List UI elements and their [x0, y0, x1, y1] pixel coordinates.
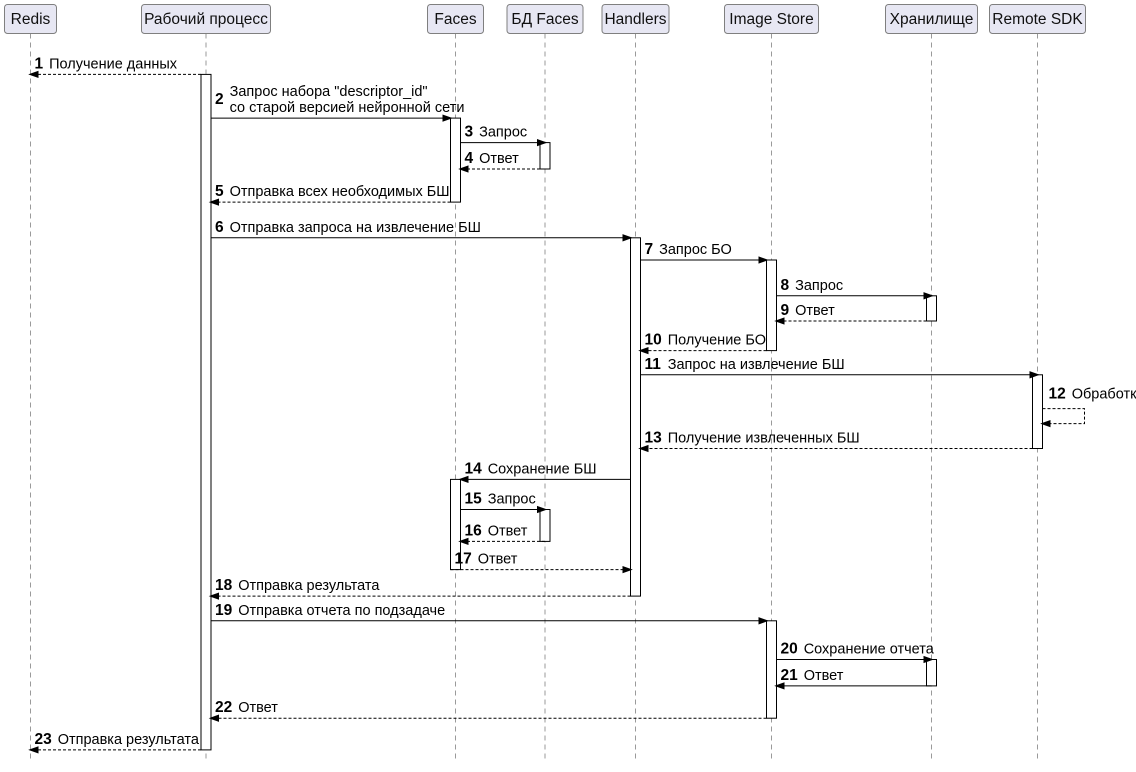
svg-text:Ответ: Ответ	[488, 523, 528, 539]
svg-text:10: 10	[645, 332, 662, 349]
svg-text:Redis: Redis	[11, 11, 51, 28]
svg-text:Ответ: Ответ	[804, 668, 844, 684]
svg-text:8: 8	[781, 277, 790, 294]
svg-text:12: 12	[1049, 386, 1066, 403]
svg-text:Запрос набора "descriptor_id": Запрос набора "descriptor_id"	[230, 84, 428, 100]
svg-text:7: 7	[645, 241, 654, 258]
svg-text:Запрос на извлечение БШ: Запрос на извлечение БШ	[668, 357, 845, 373]
svg-text:Ответ: Ответ	[479, 151, 519, 167]
svg-text:Сохранение отчета: Сохранение отчета	[804, 642, 935, 658]
svg-text:6: 6	[215, 219, 224, 236]
svg-text:20: 20	[781, 641, 798, 658]
svg-text:15: 15	[465, 491, 483, 508]
svg-text:19: 19	[215, 602, 233, 619]
svg-text:Image Store: Image Store	[729, 11, 813, 28]
svg-text:Хранилище: Хранилище	[890, 11, 974, 28]
svg-text:Ответ: Ответ	[478, 552, 518, 568]
svg-text:Обработка: Обработка	[1072, 387, 1136, 403]
svg-text:Remote SDK: Remote SDK	[992, 11, 1083, 28]
svg-text:Получение БО: Получение БО	[668, 333, 766, 349]
svg-text:1: 1	[35, 55, 44, 72]
svg-text:17: 17	[455, 551, 472, 568]
svg-text:Ответ: Ответ	[795, 303, 835, 319]
svg-text:Ответ: Ответ	[238, 700, 278, 716]
svg-text:2: 2	[215, 91, 224, 108]
svg-text:9: 9	[781, 302, 790, 319]
svg-text:со старой версией нейронной се: со старой версией нейронной сети	[230, 100, 465, 116]
svg-text:Получение данных: Получение данных	[49, 56, 178, 72]
svg-text:13: 13	[645, 430, 663, 447]
svg-text:Запрос: Запрос	[488, 492, 536, 508]
svg-text:14: 14	[465, 460, 483, 477]
svg-text:Faces: Faces	[434, 11, 476, 28]
svg-text:Отправка отчета по подзадаче: Отправка отчета по подзадаче	[238, 603, 445, 619]
svg-text:18: 18	[215, 577, 233, 594]
svg-text:21: 21	[781, 667, 799, 684]
svg-text:5: 5	[215, 183, 224, 200]
svg-text:БД Faces: БД Faces	[511, 11, 578, 28]
svg-text:Рабочий процесс: Рабочий процесс	[144, 11, 268, 28]
svg-text:3: 3	[465, 124, 474, 141]
svg-text:Запрос БО: Запрос БО	[659, 242, 732, 258]
svg-text:Отправка результата: Отправка результата	[238, 578, 380, 594]
svg-text:Handlers: Handlers	[604, 11, 666, 28]
svg-text:11: 11	[645, 356, 662, 373]
svg-text:Запрос: Запрос	[479, 125, 527, 141]
svg-text:16: 16	[465, 522, 483, 539]
svg-text:22: 22	[215, 699, 232, 716]
svg-text:Запрос: Запрос	[795, 278, 843, 294]
svg-text:Отправка результата: Отправка результата	[58, 732, 200, 748]
svg-text:Отправка запроса на извлечение: Отправка запроса на извлечение БШ	[230, 220, 481, 236]
svg-text:Отправка всех необходимых БШ: Отправка всех необходимых БШ	[230, 184, 450, 200]
svg-text:4: 4	[465, 150, 474, 167]
svg-text:Сохранение БШ: Сохранение БШ	[488, 461, 597, 477]
svg-text:23: 23	[35, 731, 53, 748]
svg-text:Получение извлеченных БШ: Получение извлеченных БШ	[668, 431, 860, 447]
